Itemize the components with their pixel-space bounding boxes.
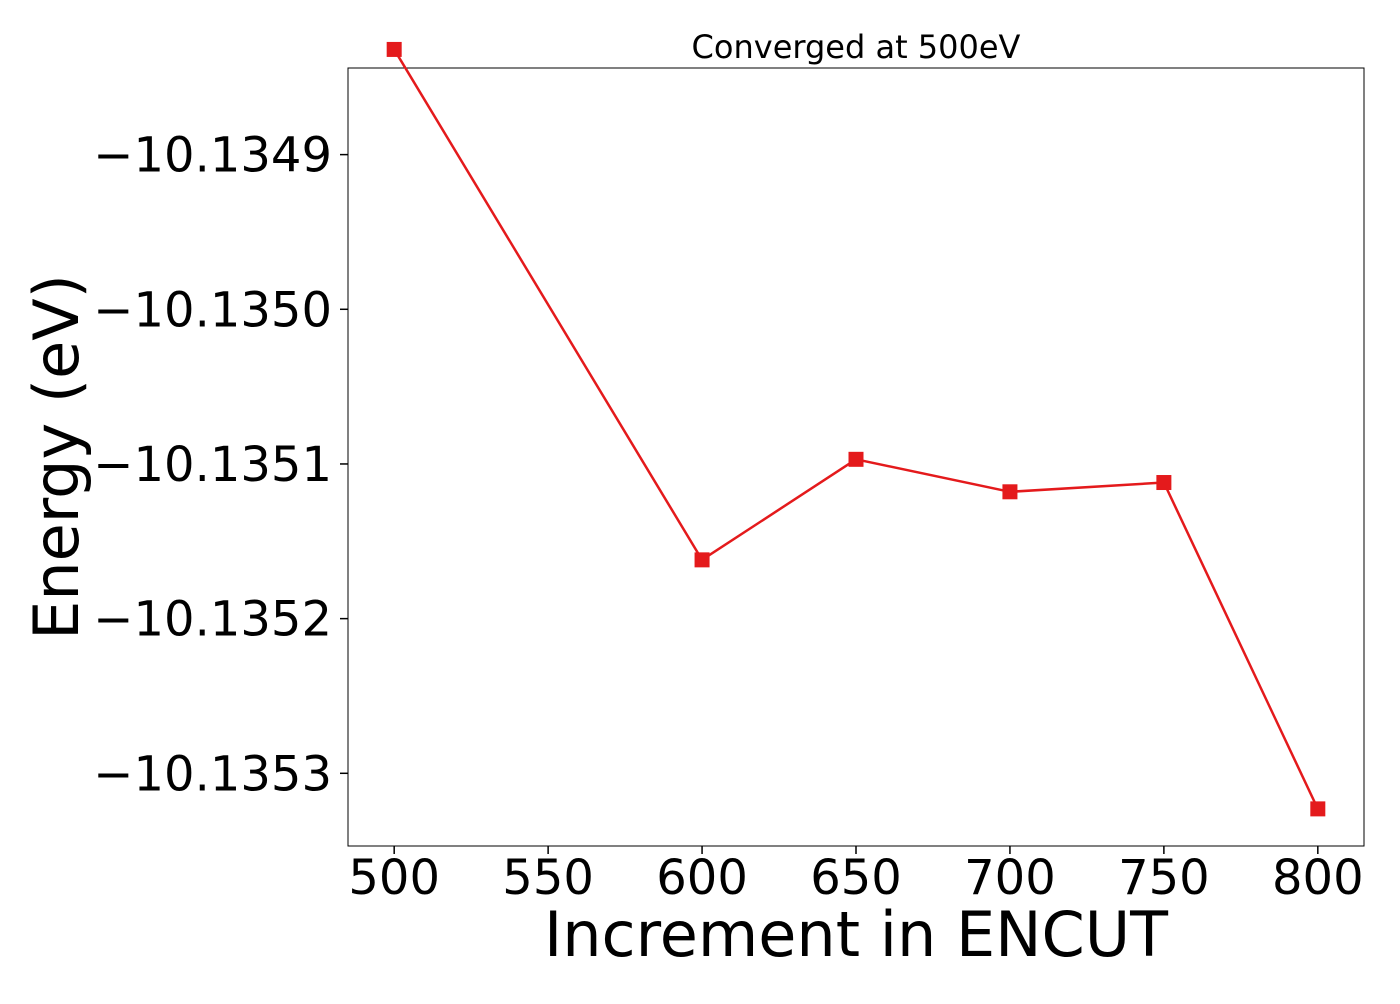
x-tick-label: 500: [348, 850, 440, 906]
x-axis-title: Increment in ENCUT: [544, 898, 1169, 971]
series-line: [393, 48, 1319, 810]
x-tick-label: 700: [964, 850, 1056, 906]
data-point-marker: [1310, 801, 1326, 817]
data-point-marker: [694, 552, 710, 568]
x-tick-label: 550: [502, 850, 594, 906]
y-tick-label: −10.1352: [93, 592, 332, 648]
data-point-marker: [1002, 484, 1018, 500]
y-tick-label: −10.1350: [93, 282, 332, 338]
x-tick-label: 800: [1272, 850, 1364, 906]
y-tick-label: −10.1351: [93, 437, 332, 493]
data-point-marker: [848, 451, 864, 467]
series-layer: [386, 41, 1326, 817]
x-tick-label: 600: [656, 850, 748, 906]
y-axis-ticks: −10.1349 −10.1350 −10.1351 −10.1352 −10.1353: [93, 128, 348, 802]
y-axis-title: Energy (eV): [20, 274, 93, 640]
x-axis-ticks: 500 550 600 650 700 750 800: [348, 846, 1364, 906]
x-tick-label: 750: [1118, 850, 1210, 906]
y-tick-label: −10.1353: [93, 746, 332, 802]
y-tick-label: −10.1349: [93, 128, 332, 184]
chart-title: Converged at 500eV: [692, 28, 1021, 66]
data-point-marker: [386, 41, 402, 57]
data-point-marker: [1156, 475, 1172, 491]
x-tick-label: 650: [810, 850, 902, 906]
